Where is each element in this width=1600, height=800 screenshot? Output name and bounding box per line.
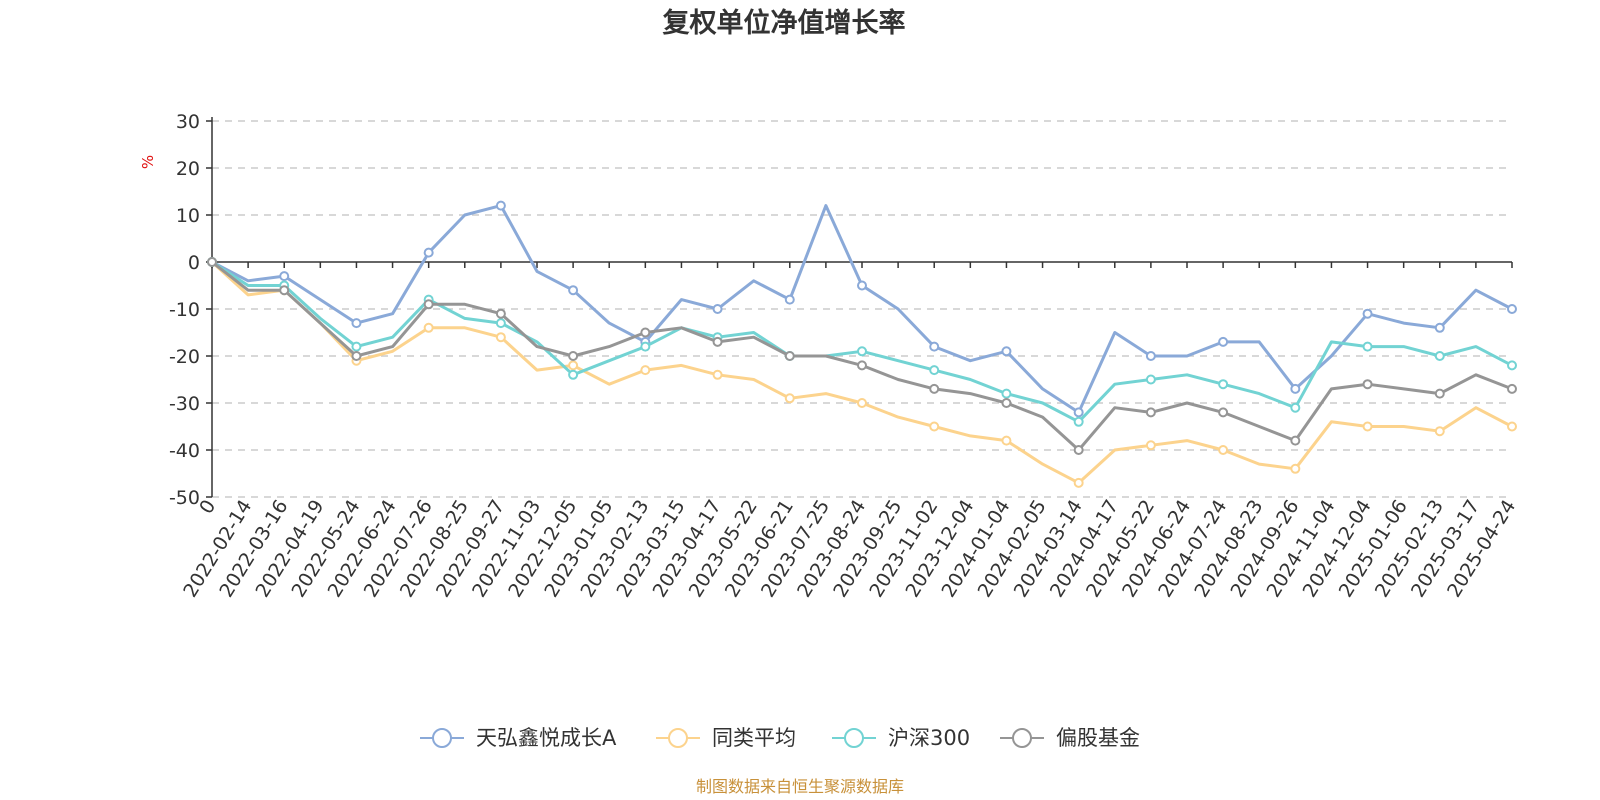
series-point [784, 393, 795, 404]
series-point [1362, 421, 1373, 432]
series-point [423, 322, 434, 333]
y-axis-unit: % [139, 155, 157, 169]
series-point [929, 421, 940, 432]
series-point [1290, 463, 1301, 474]
series-point [1145, 440, 1156, 451]
series-point [784, 351, 795, 361]
legend-item[interactable]: 沪深300 [832, 726, 970, 750]
y-tick-label: 0 [188, 252, 200, 274]
legend[interactable]: 天弘鑫悦成长A 同类平均 沪深300 偏股基金 [420, 726, 1140, 750]
y-tick-label: -30 [169, 393, 200, 415]
legend-marker [668, 728, 688, 748]
series-point [1362, 341, 1373, 352]
series-point [1218, 407, 1229, 418]
y-tick-label: 20 [176, 158, 200, 180]
series-point [1218, 379, 1229, 390]
y-tick-label: 30 [176, 111, 200, 133]
series-point [1073, 416, 1084, 427]
series-point [929, 383, 940, 394]
series-point [1290, 383, 1301, 394]
series-point [1218, 445, 1229, 455]
y-tick-label: -40 [169, 440, 200, 462]
series-point [712, 304, 723, 314]
series-point [568, 360, 579, 371]
series-lines [207, 200, 1517, 488]
series-point [1001, 346, 1012, 357]
series-point [279, 285, 290, 296]
series-point [495, 200, 506, 211]
y-tick-label: -10 [169, 299, 200, 321]
series-point [1001, 388, 1012, 399]
series-point [640, 365, 651, 376]
series-point [1434, 322, 1445, 333]
legend-item[interactable]: 偏股基金 [1000, 726, 1140, 750]
series-point [1507, 383, 1517, 394]
series-point [351, 318, 362, 329]
series-point [568, 351, 579, 361]
series-point [857, 280, 867, 291]
series-point [495, 332, 506, 343]
series-point [1073, 445, 1084, 455]
series-point [495, 318, 506, 329]
series-point [1434, 351, 1445, 361]
series-point [929, 365, 940, 376]
legend-label: 同类平均 [712, 726, 796, 750]
y-tick-label: 10 [176, 205, 200, 227]
series-point [784, 294, 795, 305]
series-point [423, 247, 434, 258]
y-tick-label: -20 [169, 346, 200, 368]
series-point [1290, 435, 1301, 446]
legend-marker [844, 728, 864, 748]
legend-label: 沪深300 [888, 726, 970, 750]
series-point [640, 327, 651, 338]
series-point [568, 285, 579, 296]
series-point [207, 257, 217, 267]
series-point [1434, 426, 1445, 437]
series-point [712, 336, 723, 347]
series-point [351, 341, 362, 352]
x-tick-label: 0 [195, 496, 220, 518]
series-point [857, 360, 867, 371]
series-point [1218, 336, 1229, 347]
legend-marker [1012, 728, 1032, 748]
series-point [1073, 407, 1084, 418]
series-point [712, 369, 723, 380]
series-point [1145, 351, 1156, 361]
series-point [1507, 304, 1517, 314]
series-point [640, 341, 651, 352]
legend-item[interactable]: 同类平均 [656, 726, 796, 750]
series-point [1362, 379, 1373, 390]
series-point [1073, 477, 1084, 488]
series-point [351, 351, 362, 361]
legend-label: 偏股基金 [1056, 726, 1140, 750]
legend-marker [432, 728, 452, 748]
series-point [568, 369, 579, 380]
legend-item[interactable]: 天弘鑫悦成长A [420, 726, 617, 750]
series-point [1507, 360, 1517, 371]
y-tick-label: -50 [169, 487, 200, 509]
series-point [1145, 374, 1156, 385]
series-point [857, 346, 867, 357]
series-point [1001, 435, 1012, 446]
series-point [929, 341, 940, 352]
series-point [1434, 388, 1445, 399]
series-point [1145, 407, 1156, 418]
source-note: 制图数据来自恒生聚源数据库 [696, 777, 904, 796]
series-point [1290, 402, 1301, 413]
chart-title: 复权单位净值增长率 [663, 7, 906, 39]
series-point [857, 398, 867, 408]
series-point [1001, 398, 1012, 408]
series-point [495, 308, 506, 319]
series-point [1362, 308, 1373, 319]
series-point [423, 299, 434, 310]
legend-label: 天弘鑫悦成长A [476, 726, 617, 750]
series-point [1507, 421, 1517, 432]
series-point [279, 271, 290, 282]
